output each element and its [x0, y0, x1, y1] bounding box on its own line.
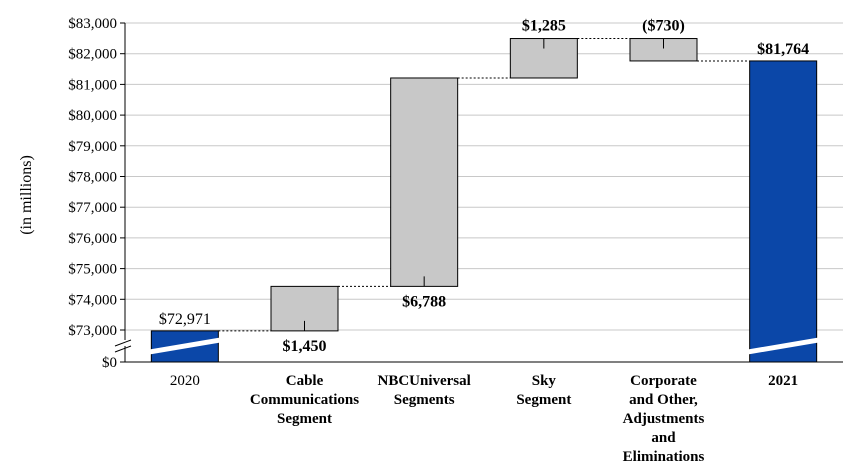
category-label: Sky Segment — [516, 373, 571, 408]
category-label-line: Sky — [532, 373, 557, 389]
y-tick-label: $79,000 — [68, 139, 117, 155]
category-label: Cable Communications Segment — [250, 373, 359, 427]
delta-bar-label: $1,450 — [283, 338, 327, 355]
category-label-line: Segments — [394, 392, 455, 408]
axis-break-line — [747, 337, 819, 351]
y-tick-label: $0 — [102, 355, 117, 371]
connector-lines — [218, 38, 750, 332]
delta-bar-label: ($730) — [642, 18, 685, 35]
category-label-line: Eliminations — [623, 449, 705, 465]
axis-break-line — [149, 341, 221, 355]
y-tick-label: $81,000 — [68, 77, 117, 93]
y-tick-label: $73,000 — [68, 323, 117, 339]
total-bar-label: $72,971 — [159, 311, 211, 328]
y-axis-break-mark — [114, 339, 132, 347]
y-tick-label: $83,000 — [68, 16, 117, 32]
category-labels: 2020 Cable Communications Segment NBCUnivers… — [170, 373, 798, 465]
y-tick-label: $78,000 — [68, 170, 117, 186]
axis-break-line — [149, 337, 221, 351]
axes — [114, 23, 843, 363]
category-label-line: Adjustments — [623, 411, 705, 427]
category-label-line: and Other, — [629, 392, 698, 408]
y-tick-label: $77,000 — [68, 200, 117, 216]
y-axis-ticks: $0 $73,000 $74,000 $75,000 $76,000 $77,000 $78… — [68, 16, 125, 371]
y-tick-label: $76,000 — [68, 231, 117, 247]
y-tick-label: $74,000 — [68, 292, 117, 308]
delta-bar-label: $1,285 — [522, 18, 566, 35]
grid-lines — [125, 22, 843, 331]
category-label: 2021 — [768, 373, 798, 389]
y-axis-label: (in millions) — [18, 155, 35, 235]
axis-break-line — [747, 341, 819, 355]
category-label-line: NBCUniversal — [377, 373, 470, 389]
category-label-line: and — [651, 430, 676, 446]
category-label: Corporate and Other, Adjustments and Elimina… — [623, 373, 705, 465]
total-bar — [749, 60, 818, 363]
category-label-line: Segment — [516, 392, 571, 408]
category-label: 2020 — [170, 373, 200, 389]
bars — [149, 38, 819, 363]
delta-bar — [390, 77, 459, 287]
category-label-line: Cable — [286, 373, 324, 389]
axis-break-gap — [149, 338, 221, 354]
category-label-line: 2021 — [768, 373, 798, 389]
category-label-line: Corporate — [630, 373, 697, 389]
y-axis-break-mark — [114, 345, 132, 353]
delta-bar-label: $6,788 — [402, 293, 446, 310]
y-tick-label: $82,000 — [68, 47, 117, 63]
category-label-line: 2020 — [170, 373, 200, 389]
y-tick-label: $75,000 — [68, 262, 117, 278]
category-label-line: Communications — [250, 392, 359, 408]
total-bar-label: $81,764 — [757, 41, 809, 58]
data-labels: $72,971 $1,450 $6,788 $1,285 ($730) $81,764 — [159, 18, 809, 355]
y-tick-label: $80,000 — [68, 108, 117, 124]
axis-break-gap — [747, 338, 819, 354]
category-label-line: Segment — [277, 411, 332, 427]
category-label: NBCUniversal Segments — [377, 373, 470, 408]
